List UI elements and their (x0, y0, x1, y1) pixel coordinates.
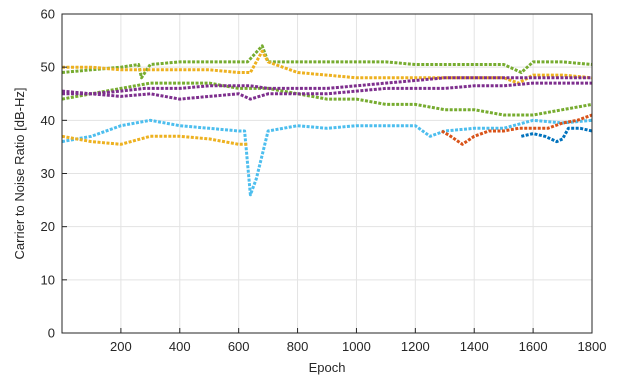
y-tick-label: 50 (41, 60, 55, 75)
axis-ticks: 200 400 600 800 1000 1200 1400 1600 1800 0 10 20 30 4… (41, 7, 607, 355)
x-tick-label: 600 (228, 339, 250, 354)
series-line-6 (61, 118, 593, 197)
x-axis-label: Epoch (309, 360, 346, 375)
series-line-3 (61, 81, 593, 117)
y-tick-label: 10 (41, 272, 55, 287)
x-tick-label: 200 (110, 339, 132, 354)
y-tick-label: 30 (41, 166, 55, 181)
x-tick-label: 1000 (342, 339, 371, 354)
series-line-2 (62, 49, 593, 85)
series-line-1 (61, 44, 593, 80)
x-tick-label: 1400 (460, 339, 489, 354)
y-tick-label: 20 (41, 219, 55, 234)
series-line-4 (62, 76, 592, 96)
x-tick-label: 1200 (401, 339, 430, 354)
series-lines (61, 44, 593, 197)
y-tick-label: 60 (41, 7, 55, 22)
x-tick-label: 1800 (578, 339, 607, 354)
x-tick-label: 1600 (519, 339, 548, 354)
y-tick-label: 40 (41, 113, 55, 128)
x-tick-label: 400 (169, 339, 191, 354)
x-tick-label: 800 (287, 339, 309, 354)
series-line-5 (61, 81, 592, 101)
y-tick-label: 0 (48, 326, 55, 341)
series-line-9 (520, 126, 593, 144)
series-line-8 (441, 113, 593, 146)
y-axis-label: Carrier to Noise Ratio [dB-Hz] (12, 88, 27, 260)
series-line-7 (61, 134, 248, 146)
